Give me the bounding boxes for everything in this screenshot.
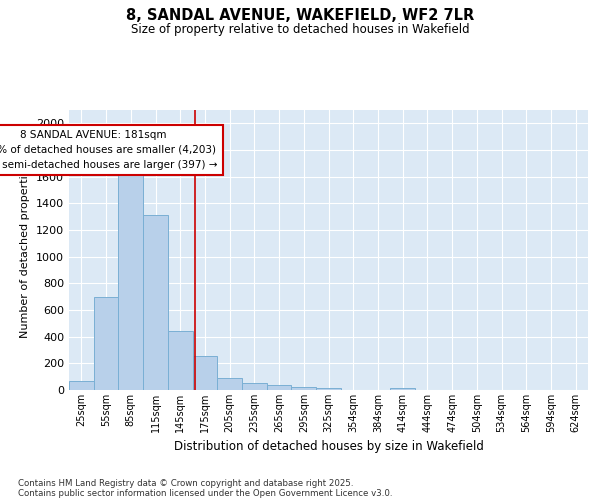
Text: Contains public sector information licensed under the Open Government Licence v3: Contains public sector information licen… bbox=[18, 488, 392, 498]
Bar bbox=[267, 386, 292, 390]
Bar bbox=[390, 388, 415, 390]
Bar bbox=[94, 296, 118, 390]
Bar bbox=[217, 378, 242, 390]
Bar bbox=[242, 382, 267, 390]
Bar bbox=[168, 332, 193, 390]
Text: 8 SANDAL AVENUE: 181sqm
← 91% of detached houses are smaller (4,203)
9% of semi-: 8 SANDAL AVENUE: 181sqm ← 91% of detache… bbox=[0, 130, 218, 170]
Bar bbox=[316, 388, 341, 390]
Y-axis label: Number of detached properties: Number of detached properties bbox=[20, 162, 31, 338]
Text: Contains HM Land Registry data © Crown copyright and database right 2025.: Contains HM Land Registry data © Crown c… bbox=[18, 478, 353, 488]
Bar bbox=[69, 382, 94, 390]
Bar bbox=[193, 356, 217, 390]
Bar bbox=[143, 216, 168, 390]
X-axis label: Distribution of detached houses by size in Wakefield: Distribution of detached houses by size … bbox=[173, 440, 484, 454]
Bar bbox=[292, 386, 316, 390]
Bar bbox=[118, 168, 143, 390]
Text: 8, SANDAL AVENUE, WAKEFIELD, WF2 7LR: 8, SANDAL AVENUE, WAKEFIELD, WF2 7LR bbox=[126, 8, 474, 22]
Text: Size of property relative to detached houses in Wakefield: Size of property relative to detached ho… bbox=[131, 22, 469, 36]
